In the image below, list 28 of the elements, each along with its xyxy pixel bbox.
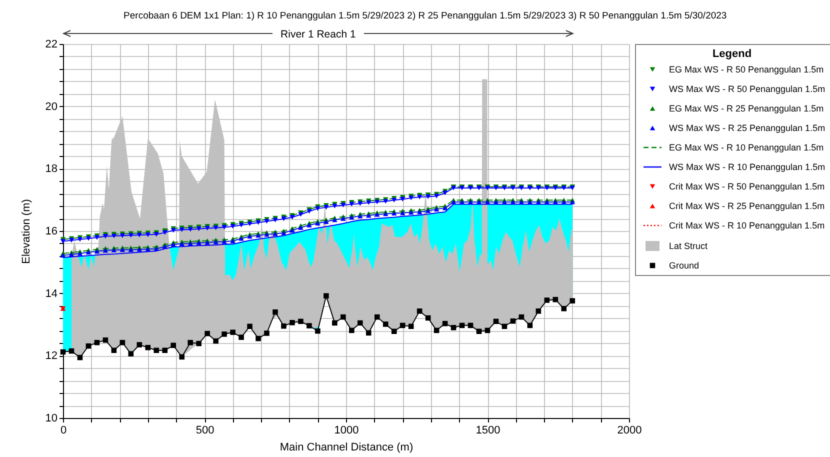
y-tick-label: 12 [45,350,58,362]
legend-label: Lat Struct [669,241,708,251]
legend-label: Ground [669,260,700,270]
x-tick-label: 1000 [334,424,359,436]
x-axis-title: Main Channel Distance (m) [280,442,414,454]
legend-label: WS Max WS - R 10 Penanggulan 1.5m [669,162,826,172]
chart-title: Percobaan 6 DEM 1x1 Plan: 1) R 10 Penanggulan 1.5m 5/29/2023 2) R 25 Penanggulan 1.5m 5/29/2023 3) R 50 Penanggulan 1.5m 5/30/2023 [124,10,727,22]
y-axis-title: Elevation (m) [20,199,32,264]
y-tick-label: 20 [45,100,58,113]
y-tick-label: 10 [45,412,58,424]
legend-label: Crit Max WS - R 50 Penanggulan 1.5m [669,182,825,192]
legend-label: Crit Max WS - R 25 Penanggulan 1.5m [669,201,825,211]
legend-label: EG Max WS - R 25 Penanggulan 1.5m [669,104,824,114]
x-tick-label: 500 [196,424,214,436]
legend-label: WS Max WS - R 50 Penanggulan 1.5m [669,84,826,94]
y-tick-label: 18 [45,163,58,176]
legend-label: EG Max WS - R 50 Penanggulan 1.5m [669,64,824,74]
legend-title: Legend [712,48,752,60]
x-tick-label: 1500 [476,424,500,436]
y-tick-label: 22 [45,38,58,50]
y-tick-label: 16 [45,226,58,238]
x-tick-label: 0 [60,424,67,436]
legend-label: EG Max WS - R 10 Penanggulan 1.5m [669,142,824,152]
x-tick-label: 2000 [617,424,642,436]
legend-label: WS Max WS - R 25 Penanggulan 1.5m [669,123,826,133]
text: River 1 Reach 1 [280,28,356,40]
legend-label: Crit Max WS - R 10 Penanggulan 1.5m [669,220,825,230]
y-tick-label: 14 [45,288,58,300]
